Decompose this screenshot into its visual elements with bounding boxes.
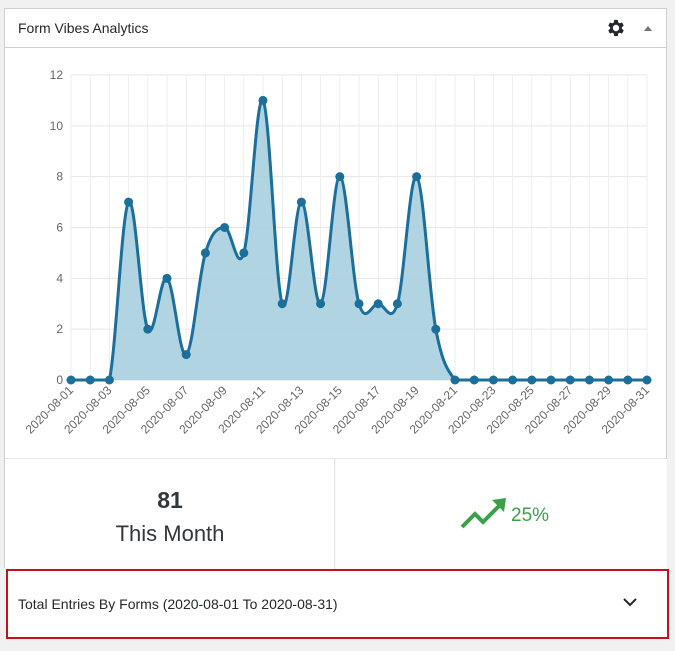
data-point (565, 375, 575, 385)
data-point (584, 375, 594, 385)
data-point (546, 375, 556, 385)
data-point (239, 248, 249, 258)
chart-svg: 0246810122020-08-012020-08-032020-08-052… (23, 68, 653, 437)
chevron-down-icon[interactable] (622, 594, 638, 610)
monthly-total-value: 81 (157, 487, 183, 513)
entries-by-forms-title: Total Entries By Forms (2020-08-01 To 20… (18, 596, 338, 612)
data-point (316, 299, 326, 309)
data-point (527, 375, 537, 385)
y-tick-label: 8 (56, 170, 63, 184)
data-point (354, 299, 364, 309)
data-point (85, 375, 95, 385)
data-point (104, 375, 114, 385)
data-point (450, 375, 460, 385)
trend-percent: 25% (511, 505, 550, 526)
y-tick-label: 10 (50, 119, 64, 133)
data-point (373, 299, 383, 309)
data-point (124, 197, 134, 207)
data-point (412, 172, 422, 182)
y-tick-label: 6 (56, 221, 63, 235)
y-tick-label: 12 (50, 68, 64, 82)
widget-header: Form Vibes Analytics (5, 9, 666, 48)
data-point (469, 375, 479, 385)
y-tick-label: 4 (56, 271, 63, 285)
data-point (296, 197, 306, 207)
stats-row: 81 This Month 25% (5, 458, 667, 569)
data-point (277, 299, 287, 309)
data-point (258, 95, 268, 105)
gear-icon[interactable] (605, 17, 627, 39)
data-point (335, 172, 345, 182)
data-point (220, 223, 230, 232)
y-tick-label: 2 (56, 322, 63, 336)
trend-card: 25% (336, 459, 667, 569)
y-tick-label: 0 (56, 373, 63, 387)
analytics-widget: Form Vibes Analytics 0 2 4 6 8 10 12 2020-08-01… (4, 8, 668, 569)
data-point (162, 273, 172, 283)
data-point (392, 299, 402, 309)
widget-title: Form Vibes Analytics (18, 20, 149, 36)
monthly-total-card: 81 This Month (5, 459, 335, 569)
data-point (181, 350, 191, 360)
data-point (642, 375, 652, 385)
data-point (431, 324, 441, 334)
triangle-up-icon[interactable] (641, 22, 655, 34)
data-point (604, 375, 614, 385)
monthly-total-label: This Month (115, 521, 225, 546)
data-point (488, 375, 498, 385)
data-point (143, 324, 153, 334)
entries-by-forms-toggle[interactable]: Total Entries By Forms (2020-08-01 To 20… (6, 569, 669, 639)
data-point (508, 375, 518, 385)
area-fill (71, 100, 647, 381)
trending-up-icon (460, 498, 506, 529)
data-point (623, 375, 633, 385)
data-point (66, 375, 76, 385)
entries-chart: 0 2 4 6 8 10 12 2020-08-01 2020-08-03 2020-08-05 2… (5, 49, 668, 459)
data-point (200, 248, 210, 258)
